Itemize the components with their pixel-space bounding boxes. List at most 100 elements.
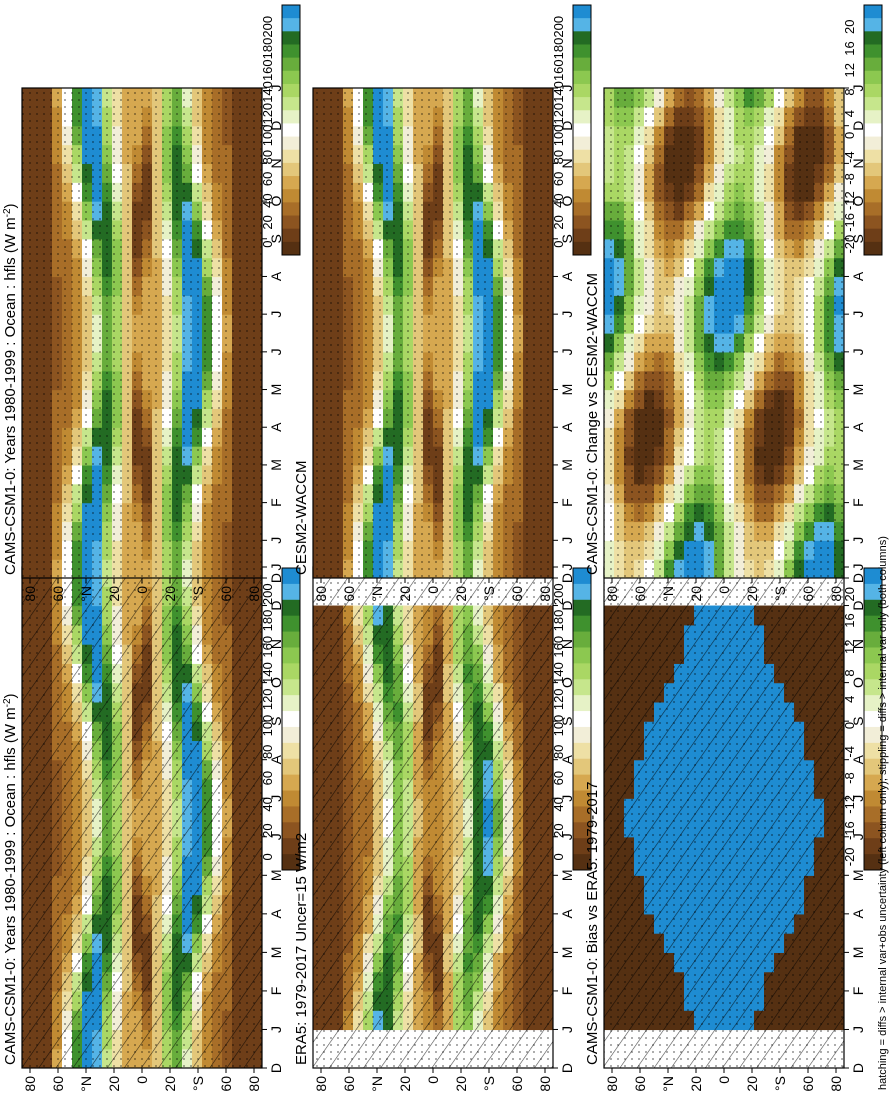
- lat-tick-label: 20: [106, 586, 122, 602]
- month-tick-label: J: [559, 85, 575, 92]
- colorbar-label: 160: [551, 59, 566, 81]
- colorbar-swatch: [282, 57, 300, 72]
- colorbar-swatch: [282, 215, 300, 230]
- colorbar-swatch: [864, 663, 882, 680]
- colorbar-label: 0: [260, 241, 275, 248]
- lat-tick-label: 20: [453, 1076, 469, 1092]
- colorbar-label: -16: [842, 213, 857, 232]
- colorbar-swatch: [282, 241, 300, 256]
- colorbar-swatch: [864, 189, 882, 203]
- colorbar-swatch: [282, 97, 300, 111]
- colorbar-swatch: [282, 695, 300, 712]
- colorbar-label: 100: [551, 715, 566, 737]
- month-tick-label: N: [850, 639, 866, 649]
- month-tick-label: M: [850, 869, 866, 881]
- lat-tick-label: 80: [246, 1076, 262, 1092]
- month-tick-label: N: [268, 158, 284, 168]
- month-tick-label: N: [559, 158, 575, 168]
- colorbar-swatch: [573, 790, 591, 807]
- colorbar-label: 140: [260, 662, 275, 684]
- month-tick-label: D: [850, 600, 866, 610]
- colorbar-label: 180: [260, 38, 275, 60]
- lat-tick-label: °N: [660, 1076, 676, 1092]
- colorbar-label: 100: [260, 715, 275, 737]
- month-tick-label: J: [268, 348, 284, 355]
- colorbar-swatch: [282, 18, 300, 32]
- colorbar-swatch: [864, 162, 882, 177]
- lat-tick-label: °N: [78, 586, 94, 602]
- lat-tick-label: 80: [537, 1076, 553, 1092]
- lat-tick-label: 60: [50, 586, 66, 602]
- colorbar-frame: [281, 4, 301, 256]
- title-suffix: ): [2, 693, 19, 698]
- month-tick-label: O: [850, 196, 866, 207]
- colorbar-swatch: [864, 228, 882, 243]
- colorbar-swatch: [573, 241, 591, 256]
- hatching-overlay: [604, 567, 844, 1068]
- colorbar-label: 80: [260, 745, 275, 759]
- colorbar-swatch: [573, 97, 591, 111]
- colorbar-swatch: [864, 647, 882, 664]
- colorbar-label: 4: [842, 696, 857, 703]
- month-tick-label: O: [268, 196, 284, 207]
- title-superscript: -2: [2, 698, 13, 707]
- colorbar-swatch: [864, 790, 882, 807]
- colorbar-swatch: [864, 806, 882, 823]
- month-tick-label: J: [559, 795, 575, 802]
- lat-tick-label: °S: [772, 1076, 788, 1091]
- colorbar-label: 80: [260, 150, 275, 164]
- lat-tick-label: 60: [800, 586, 816, 602]
- colorbar-swatch: [282, 44, 300, 59]
- colorbar-frame: [572, 4, 592, 256]
- month-tick-label: J: [559, 537, 575, 544]
- colorbar-swatch: [282, 228, 300, 243]
- colorbar-swatch: [282, 679, 300, 696]
- colorbar-label: 40: [551, 193, 566, 207]
- colorbar-frame: [863, 567, 883, 871]
- month-tick-label: M: [268, 384, 284, 396]
- colorbar-label: 40: [260, 193, 275, 207]
- colorbar-swatch: [864, 583, 882, 601]
- colorbar-swatch: [573, 83, 591, 98]
- colorbar-swatch: [282, 758, 300, 776]
- lat-tick-label: 60: [341, 586, 357, 602]
- colorbar-label: 100: [551, 125, 566, 147]
- month-tick-label: J: [850, 348, 866, 355]
- colorbar-swatch: [282, 162, 300, 177]
- month-tick-label: M: [268, 947, 284, 959]
- colorbar-swatch: [573, 838, 591, 855]
- hatching-overlay: [313, 567, 553, 1068]
- colorbar-frame: [281, 567, 301, 871]
- colorbar-label: 4: [842, 110, 857, 117]
- colorbar-label: 140: [551, 662, 566, 684]
- lat-tick-label: 80: [246, 586, 262, 602]
- colorbar-swatch: [864, 758, 882, 776]
- month-tick-label: N: [850, 158, 866, 168]
- colorbar-label: -16: [842, 821, 857, 840]
- panel-title: CAMS-CSM1-0: Years 1980-1999 : Ocean : h…: [2, 693, 20, 1065]
- month-tick-label: J: [850, 564, 866, 571]
- colorbar-label: 60: [260, 172, 275, 186]
- colorbar-label: 120: [260, 103, 275, 125]
- lat-tick-label: 0: [134, 1076, 150, 1084]
- month-tick-label: J: [559, 1026, 575, 1033]
- colorbar-swatch: [573, 631, 591, 648]
- month-tick-label: M: [559, 384, 575, 396]
- stippling-overlay: [313, 88, 553, 578]
- month-tick-label: D: [559, 600, 575, 610]
- colorbar-swatch: [282, 711, 300, 728]
- lat-tick-label: °S: [190, 1076, 206, 1091]
- month-tick-label: O: [559, 196, 575, 207]
- colorbar-swatch: [282, 136, 300, 151]
- colorbar-swatch: [282, 726, 300, 744]
- colorbar-swatch: [573, 123, 591, 138]
- month-tick-label: A: [559, 271, 575, 281]
- colorbar-swatch: [573, 711, 591, 728]
- month-tick-label: A: [268, 422, 284, 432]
- month-tick-label: A: [850, 271, 866, 281]
